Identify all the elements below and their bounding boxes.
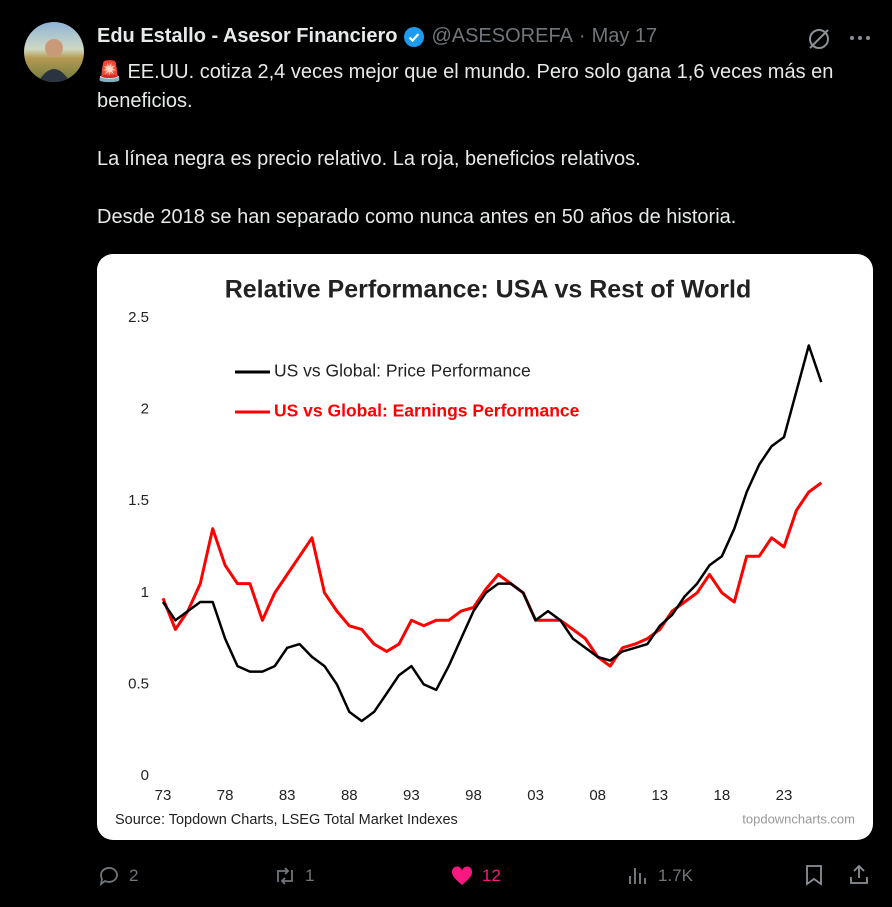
x-tick-label: 18: [714, 787, 731, 804]
watermark: topdowncharts.com: [742, 811, 855, 826]
repost-icon: [277, 867, 293, 885]
paragraph: 🚨 EE.UU. cotiza 2,4 veces mejor que el m…: [97, 61, 834, 112]
tweet-text: 🚨 EE.UU. cotiza 2,4 veces mejor que el m…: [97, 58, 867, 261]
avatar-image: [38, 39, 70, 82]
handle[interactable]: @ASESOREFA: [431, 25, 573, 47]
bookmark-button[interactable]: [802, 863, 826, 887]
more-menu[interactable]: [848, 30, 872, 46]
x-tick-label: 93: [403, 787, 420, 804]
repost-button[interactable]: 1: [273, 862, 314, 890]
like-button[interactable]: 12: [450, 862, 501, 890]
y-tick-label: 2: [141, 401, 149, 418]
y-tick-label: 0: [141, 767, 149, 784]
x-tick-label: 73: [155, 787, 172, 804]
x-tick-label: 03: [527, 787, 544, 804]
paragraph: La línea negra es precio relativo. La ro…: [97, 148, 641, 170]
x-tick-label: 98: [465, 787, 482, 804]
x-tick-label: 23: [776, 787, 793, 804]
date[interactable]: May 17: [591, 25, 658, 47]
chart-title: Relative Performance: USA vs Rest of Wor…: [225, 276, 752, 304]
grok-icon[interactable]: [806, 26, 832, 52]
share-button[interactable]: [847, 863, 871, 887]
author-name[interactable]: Edu Estallo - Asesor Financiero: [97, 25, 398, 47]
verified-badge: [404, 26, 425, 47]
paragraph: Desde 2018 se han separado como nunca an…: [97, 206, 737, 228]
chart-source: Source: Topdown Charts, LSEG Total Marke…: [115, 812, 458, 828]
like-icon: [451, 866, 473, 885]
x-tick-label: 88: [341, 787, 358, 804]
y-tick-label: 1.5: [128, 492, 149, 509]
like-count: 12: [482, 866, 501, 885]
x-tick-label: 78: [217, 787, 234, 804]
reply-icon: [99, 867, 118, 887]
separator: ·: [578, 25, 586, 47]
views-button[interactable]: 1.7K: [626, 862, 693, 890]
repost-count: 1: [305, 866, 315, 885]
reply-button[interactable]: 2: [97, 862, 138, 890]
chart: Relative Performance: USA vs Rest of Wor…: [115, 276, 855, 828]
media-card[interactable]: Relative Performance: USA vs Rest of Wor…: [97, 254, 873, 840]
view-count: 1.7K: [658, 866, 693, 885]
legend-label: US vs Global: Price Performance: [274, 361, 531, 381]
x-tick-label: 13: [651, 787, 668, 804]
series-line: [161, 344, 823, 723]
y-tick-label: 0.5: [128, 675, 149, 692]
reply-count: 2: [129, 866, 139, 885]
x-tick-label: 83: [279, 787, 296, 804]
y-tick-label: 2.5: [128, 309, 149, 326]
tweet-header: Edu Estallo - Asesor Financiero @ASESORE…: [97, 25, 657, 48]
avatar[interactable]: [24, 22, 84, 82]
y-tick-label: 1: [141, 584, 149, 601]
x-tick-label: 08: [589, 787, 606, 804]
views-icon: [629, 868, 646, 884]
legend-label: US vs Global: Earnings Performance: [274, 401, 580, 421]
series-line: [161, 481, 823, 668]
